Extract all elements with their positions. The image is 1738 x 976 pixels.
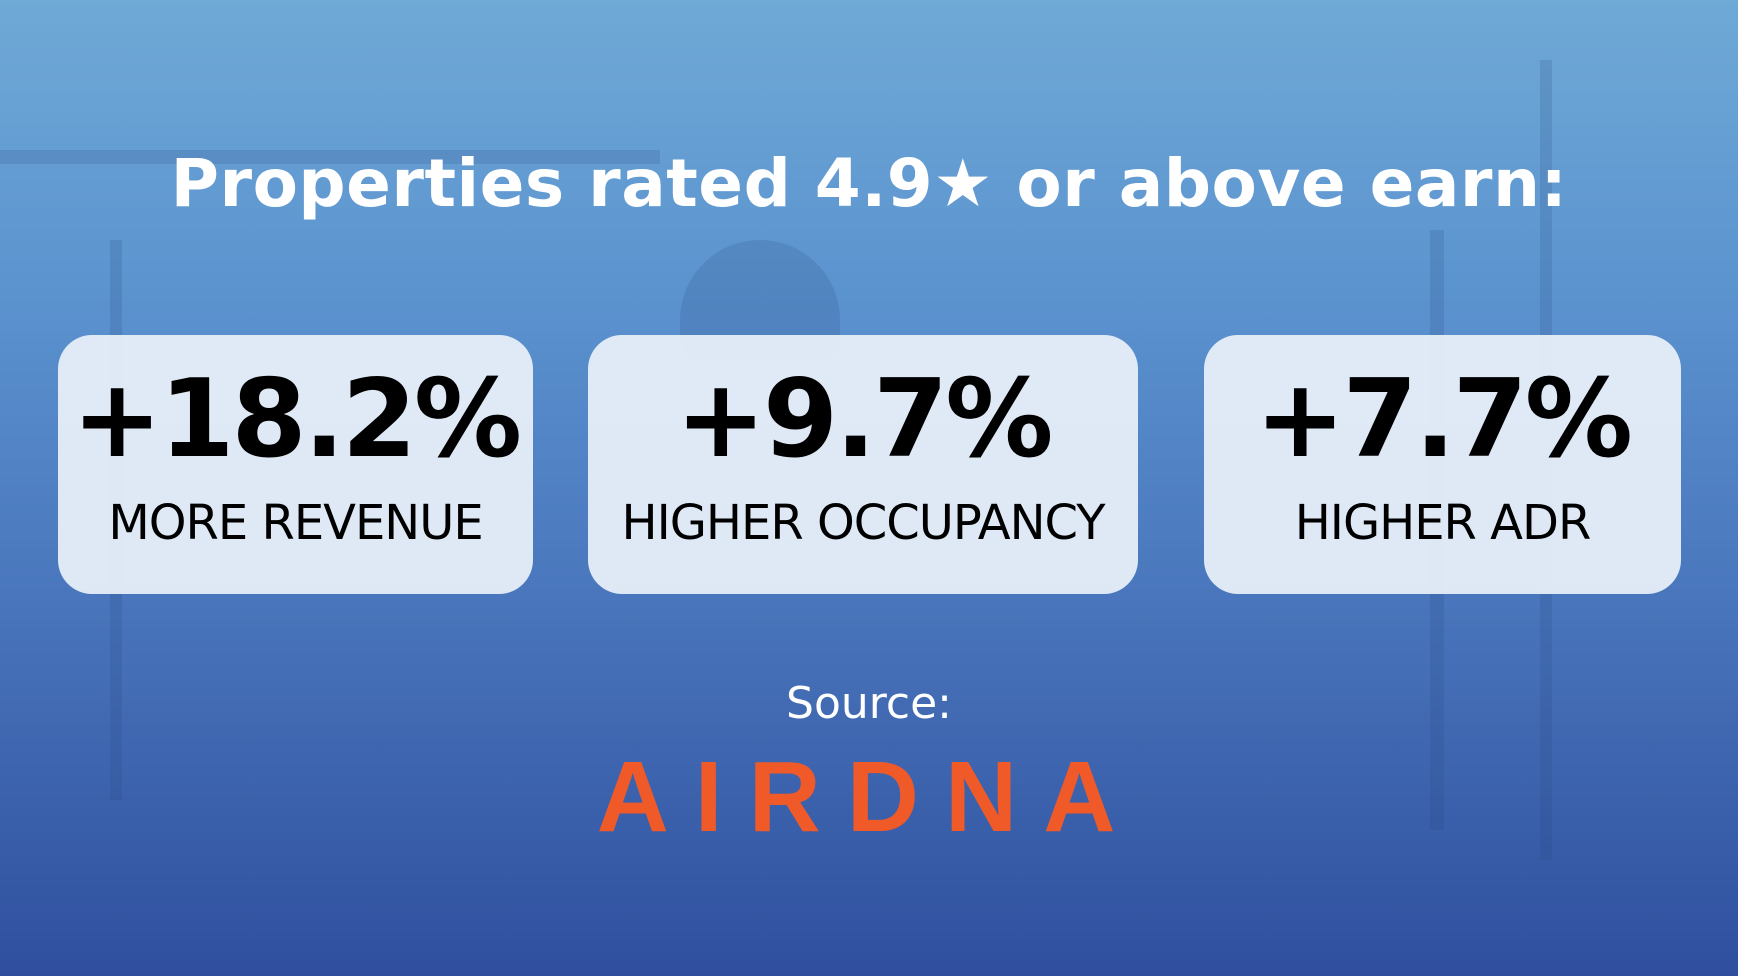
stat-value: +7.7%	[1254, 357, 1633, 482]
stat-value: +18.2%	[71, 357, 522, 482]
stat-value: +9.7%	[675, 357, 1053, 482]
stat-label: HIGHER OCCUPANCY	[621, 495, 1105, 551]
stat-label: HIGHER ADR	[1294, 495, 1592, 551]
stat-card: +7.7% HIGHER ADR	[1204, 335, 1681, 594]
title: Properties rated 4.9★ or above earn:	[170, 145, 1568, 222]
source-logo: AIRDNA	[596, 741, 1142, 853]
stat-card: +18.2% MORE REVENUE	[58, 335, 533, 594]
window-frame	[0, 150, 660, 164]
stat-card: +9.7% HIGHER OCCUPANCY	[588, 335, 1138, 594]
stat-label: MORE REVENUE	[108, 495, 483, 551]
source-label: Source:	[786, 678, 952, 729]
